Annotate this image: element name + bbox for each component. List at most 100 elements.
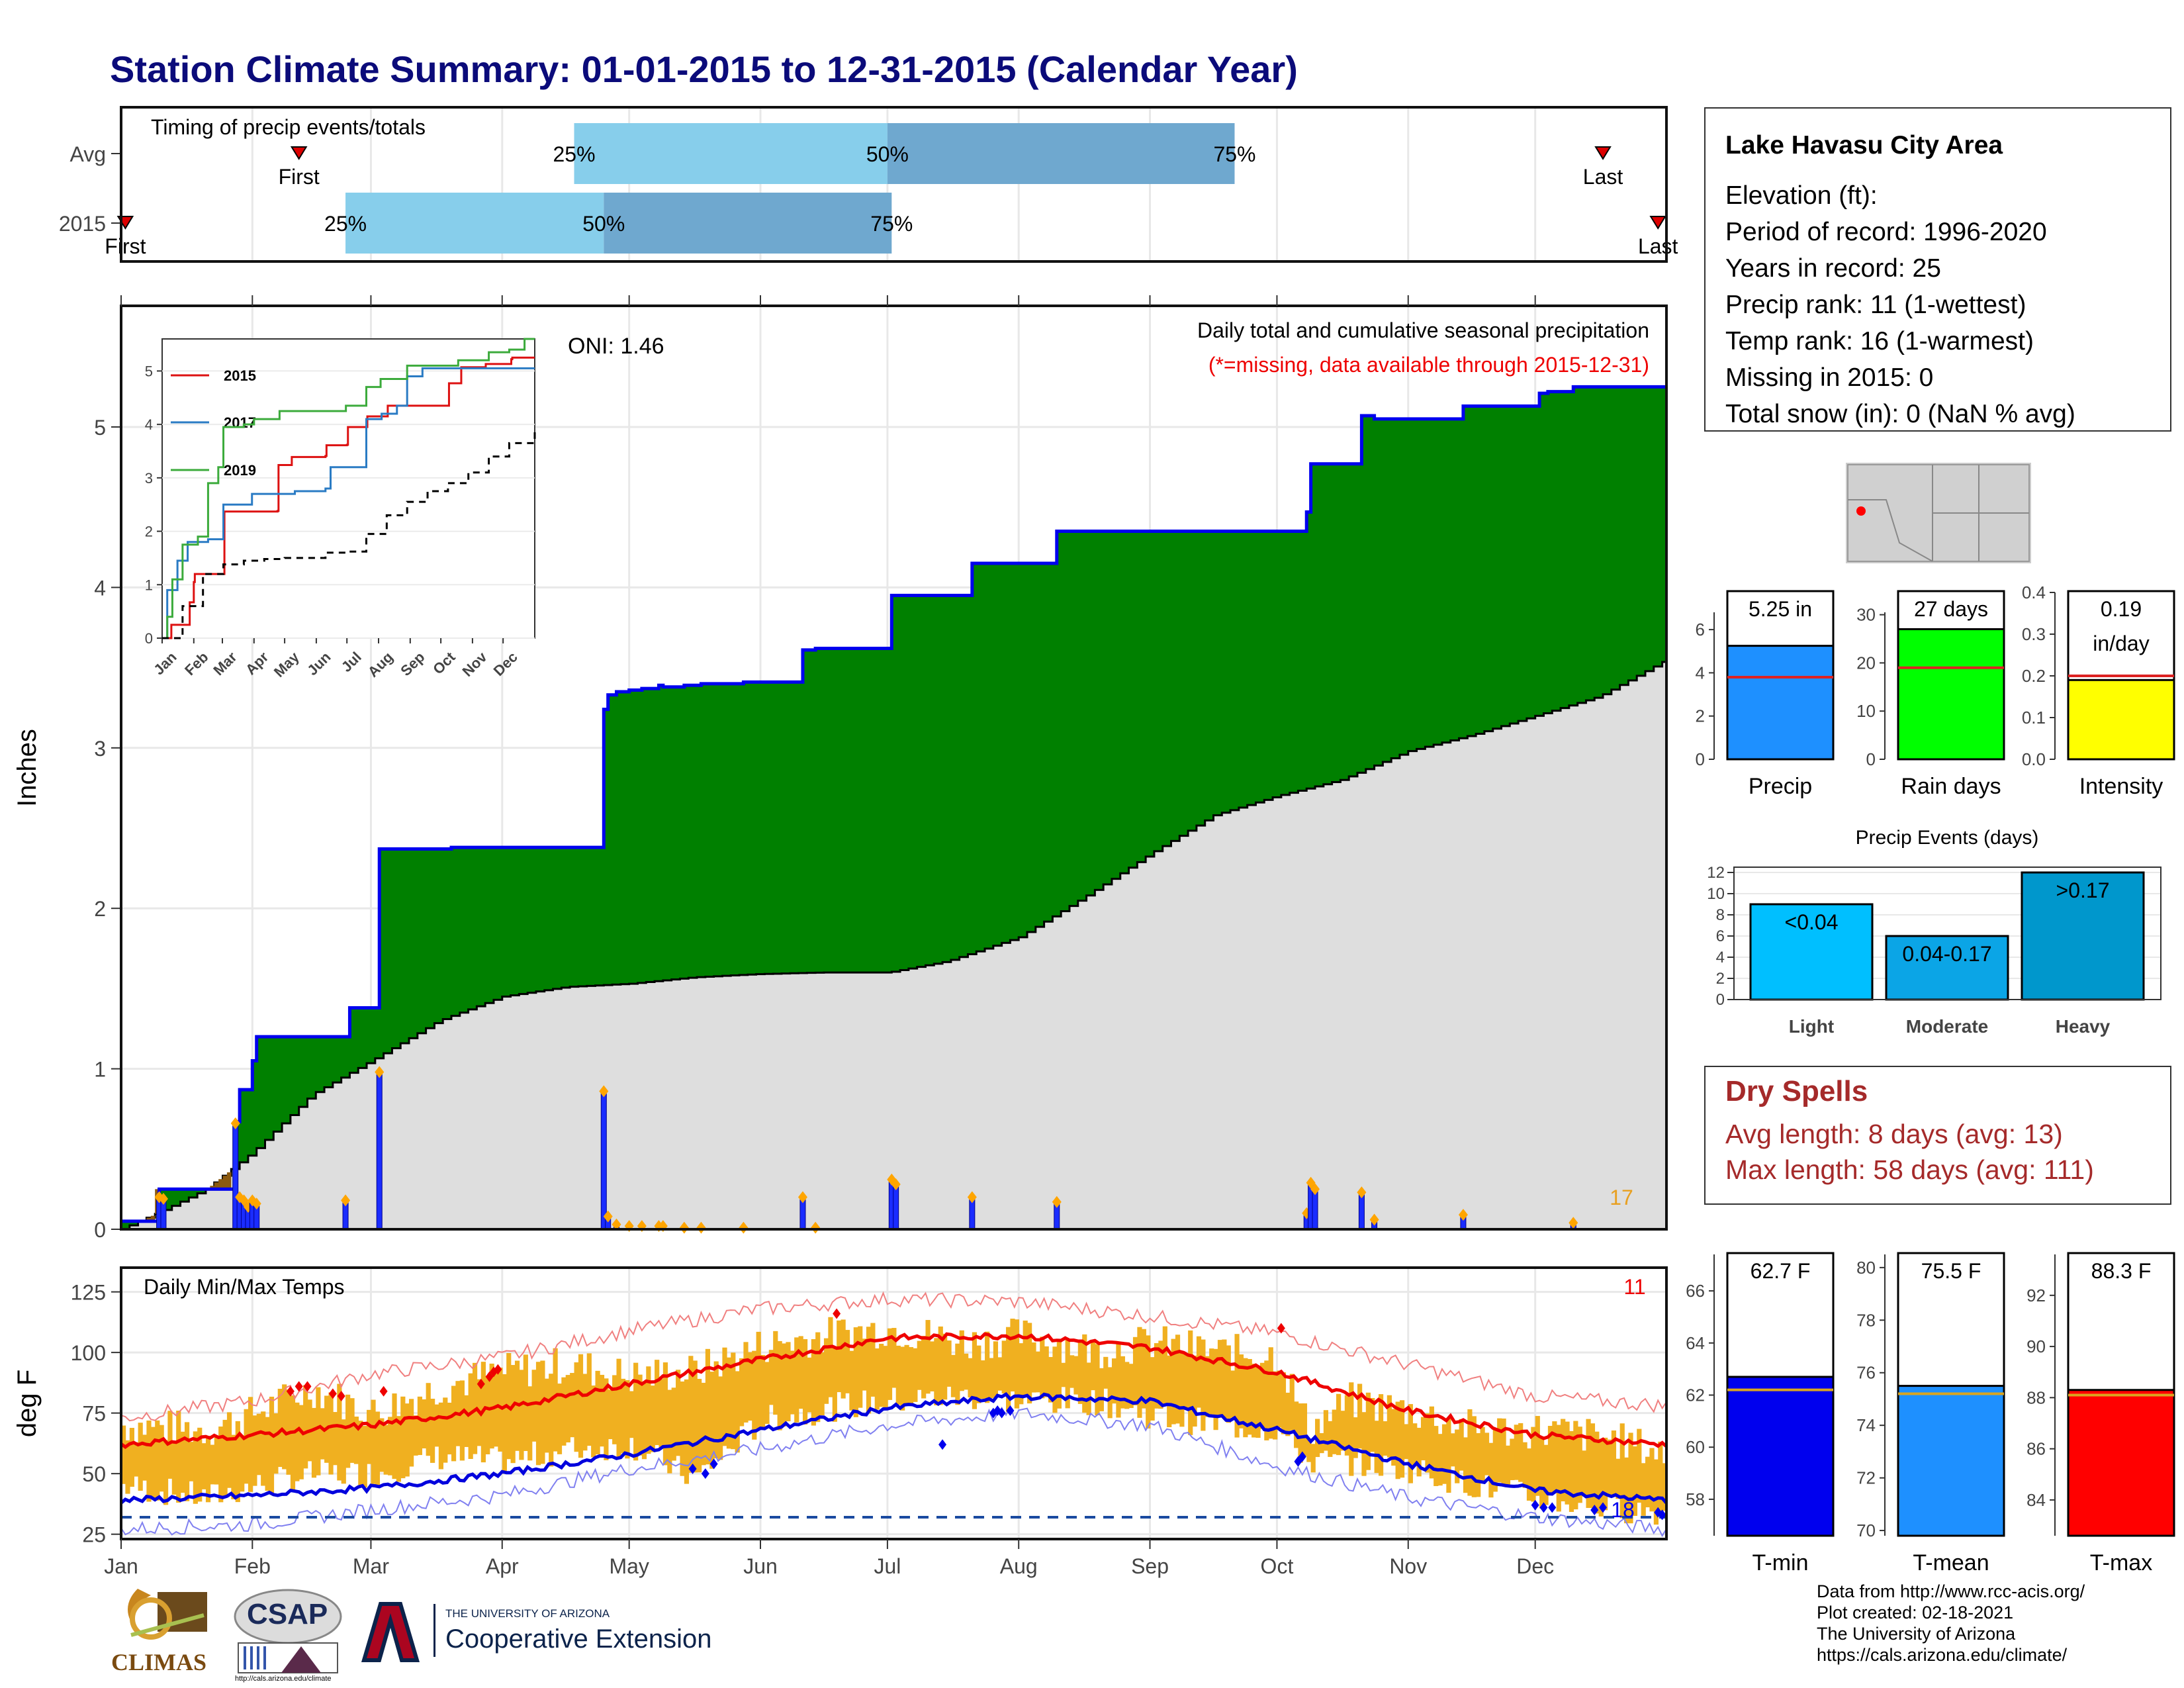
ua-logo: THE UNIVERSITY OF ARIZONA Cooperative Ex… [361,1601,758,1667]
temps-daily-range-bar [1476,1433,1481,1497]
month-axis-label: Sep [1131,1554,1169,1578]
temps-daily-range-bar [1111,1358,1117,1404]
ua-block-a-icon [361,1602,420,1662]
precip-daily-marker-icon [603,1210,613,1223]
temps-daily-range-bar [828,1317,833,1397]
temps-daily-range-bar [980,1360,985,1399]
temps-daily-range-bar [1124,1362,1130,1409]
temps-daily-range-bar [527,1386,533,1461]
precip-daily-marker-icon [739,1221,749,1234]
temps-daily-range-bar [1306,1440,1312,1462]
month-axis-label: Apr [486,1554,519,1578]
temps-daily-range-bar [1416,1427,1422,1477]
temps-daily-range-bar [451,1385,457,1462]
temps-daily-range-bar [1391,1409,1396,1466]
temps-count-top: 11 [1623,1275,1645,1299]
precip-daily-marker-icon [679,1221,689,1234]
precip-ytick-label: 4 [94,576,106,600]
temps-daily-range-bar [1209,1348,1214,1415]
temps-panel-border [120,1266,1668,1540]
temps-daily-range-bar [844,1330,850,1393]
precip-ytick-label: 2 [94,897,106,921]
temps-daily-range-bar [925,1320,931,1394]
temps-daily-range-bar [768,1350,774,1405]
precip-daily-marker-icon [375,1066,385,1078]
precip-daily-marker-icon [811,1221,821,1234]
precip-summary-ytick-label: 0.3 [2022,624,2046,644]
inset-ytick-label: 3 [145,470,153,487]
temps-daily-range-bar [595,1370,600,1455]
temps-daily-range-bar [1641,1463,1646,1516]
temps-daily-range-bar [222,1419,228,1497]
temps-daily-range-bar [819,1352,825,1415]
temps-daily-range-bar [282,1384,287,1470]
timing-first-marker-icon [290,146,308,160]
dry-spells-max: Max length: 58 days (avg: 111) [1725,1154,2094,1185]
timing-row-label: Avg [69,142,106,166]
temps-daily-range-bar [557,1383,563,1454]
temps-daily-range-bar [1150,1357,1155,1421]
precip-summary-ytick-label: 4 [1696,663,1705,682]
temp-summary-ytick-label: 60 [1686,1437,1705,1457]
temp-summary-ytick-label: 84 [2026,1490,2046,1510]
temps-daily-range-bar [367,1409,372,1464]
temps-daily-range-bar [1192,1355,1197,1427]
station-name: Lake Havasu City Area [1725,131,2003,160]
temps-daily-range-bar [1404,1424,1409,1460]
temps-daily-range-bar [701,1382,706,1466]
temp-summary-value-label: 75.5 F [1921,1259,1981,1283]
temps-daily-range-bar [777,1340,782,1430]
temps-daily-range-bar [578,1354,584,1458]
temps-daily-range-bar [832,1347,837,1422]
precip-daily-marker-icon [158,1192,168,1205]
temps-daily-range-bar [1611,1430,1617,1496]
temps-daily-range-bar [1238,1354,1244,1429]
temps-daily-range-bar [1471,1416,1477,1497]
temps-daily-range-bar [1624,1457,1629,1524]
temps-daily-range-bar [1361,1412,1367,1476]
temps-daily-range-bar [1069,1355,1075,1388]
temps-daily-range-bar [261,1411,266,1486]
temps-daily-range-bar [1408,1404,1413,1483]
temps-daily-range-bar [1552,1421,1557,1494]
temps-daily-range-bar [1357,1383,1363,1449]
temps-daily-range-bar [739,1358,745,1427]
temps-daily-range-bar [1323,1410,1329,1451]
temps-daily-range-bar [244,1409,249,1484]
temps-daily-range-bar [802,1339,808,1425]
temps-daily-range-bar [616,1358,621,1458]
precip-daily-marker-icon [1569,1217,1578,1229]
temps-daily-range-bar [277,1388,283,1468]
timing-last-marker-icon [1594,146,1612,160]
temps-daily-range-bar [493,1372,499,1447]
temps-daily-range-bar [849,1350,854,1411]
temps-daily-range-bar [591,1385,596,1458]
temps-daily-range-bar [531,1370,537,1442]
temps-daily-range-bar [697,1378,702,1473]
temps-daily-range-bar [655,1360,660,1446]
temps-daily-range-bar [142,1434,148,1481]
inset-legend-label: 2017 [224,414,256,431]
temps-daily-range-bar [659,1379,664,1448]
precip-daily-marker-icon [599,1085,609,1098]
precip-daily-marker-icon [797,1191,807,1203]
temps-record-low-marker-icon [938,1439,947,1450]
temps-daily-range-bar [798,1336,803,1409]
temps-daily-range-bar [1484,1432,1490,1476]
temps-daily-range-bar [150,1427,156,1498]
temps-daily-range-bar [328,1392,334,1475]
temps-daily-range-bar [1044,1346,1049,1397]
temps-daily-range-bar [1243,1358,1248,1438]
temps-daily-range-bar [747,1352,752,1421]
temps-daily-range-bar [400,1396,406,1479]
temps-daily-range-bar [184,1422,190,1501]
temps-daily-range-bar [764,1362,770,1424]
csap-url: http://cals.arizona.edu/climate [235,1675,332,1683]
temps-daily-range-bar [134,1442,139,1477]
temps-daily-range-bar [485,1376,490,1454]
temps-daily-range-bar [1179,1351,1185,1427]
temps-daily-range-bar [900,1346,905,1411]
precip-subtitle: (*=missing, data available through 2015-… [1208,353,1649,377]
temps-daily-range-bar [303,1385,308,1469]
temps-daily-range-bar [1353,1417,1358,1458]
